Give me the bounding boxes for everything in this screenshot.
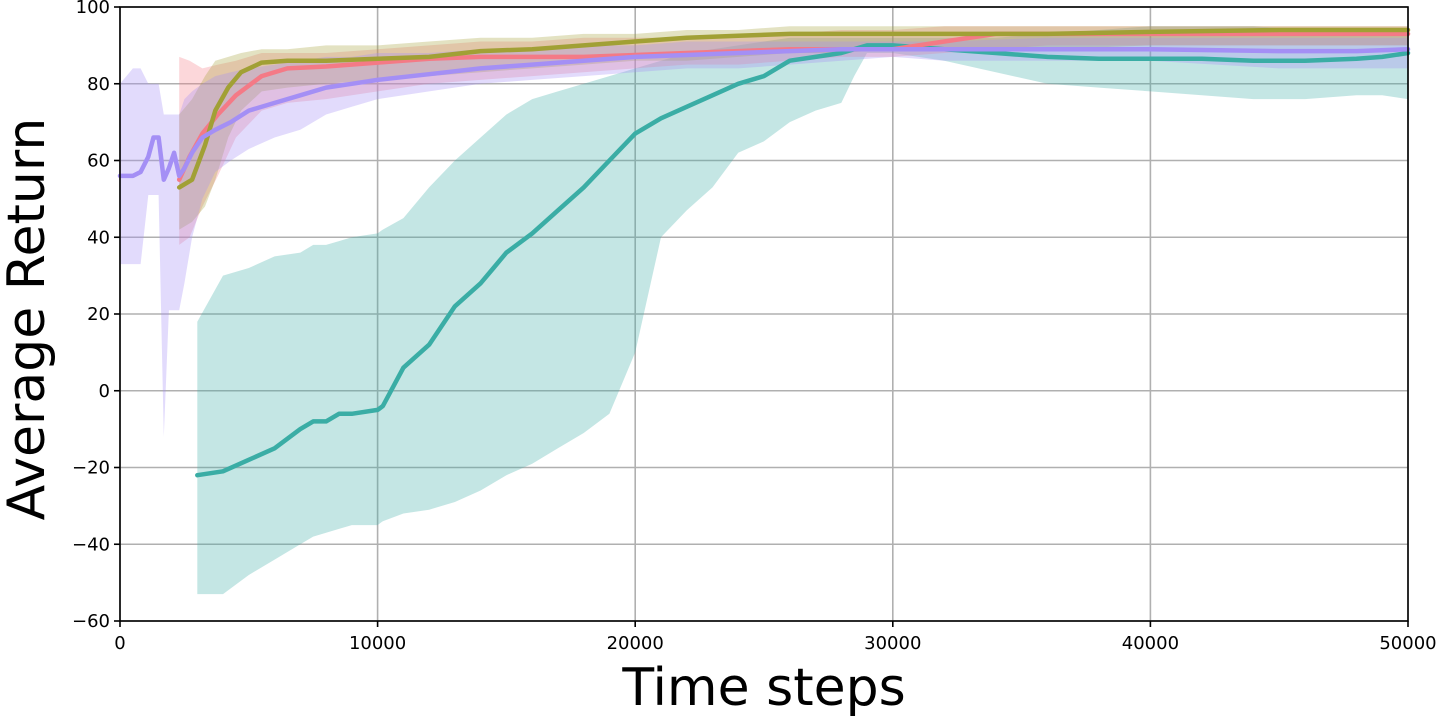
y-tick-label: 80 — [87, 74, 110, 95]
x-tick-label: 0 — [114, 633, 125, 654]
series-1-band — [197, 26, 1408, 595]
x-tick-label: 10000 — [349, 633, 406, 654]
x-tick-label: 30000 — [864, 633, 921, 654]
x-axis-title: Time steps — [621, 658, 905, 718]
series-1-line — [195, 43, 1411, 478]
y-tick-label: −60 — [72, 611, 110, 632]
series-3-line — [176, 27, 1411, 190]
y-tick-label: 20 — [87, 304, 110, 325]
series-4-line — [117, 46, 1411, 182]
x-tick-label: 20000 — [607, 633, 664, 654]
ticks: 0 10000 20000 30000 40000 50000 −60 −40 −20 0 20 40… — [72, 0, 1437, 654]
series-lines — [117, 27, 1411, 478]
y-tick-label: 60 — [87, 151, 110, 172]
y-axis-title: Average Return — [0, 118, 57, 521]
y-tick-label: −40 — [72, 534, 110, 555]
confidence-bands — [120, 26, 1409, 595]
y-tick-label: 100 — [76, 0, 110, 18]
y-tick-label: 0 — [99, 381, 110, 402]
y-tick-label: −20 — [72, 458, 110, 479]
x-tick-label: 40000 — [1122, 633, 1179, 654]
y-tick-label: 40 — [87, 227, 110, 248]
x-tick-label: 50000 — [1379, 633, 1436, 654]
series-4-band — [120, 37, 1408, 437]
